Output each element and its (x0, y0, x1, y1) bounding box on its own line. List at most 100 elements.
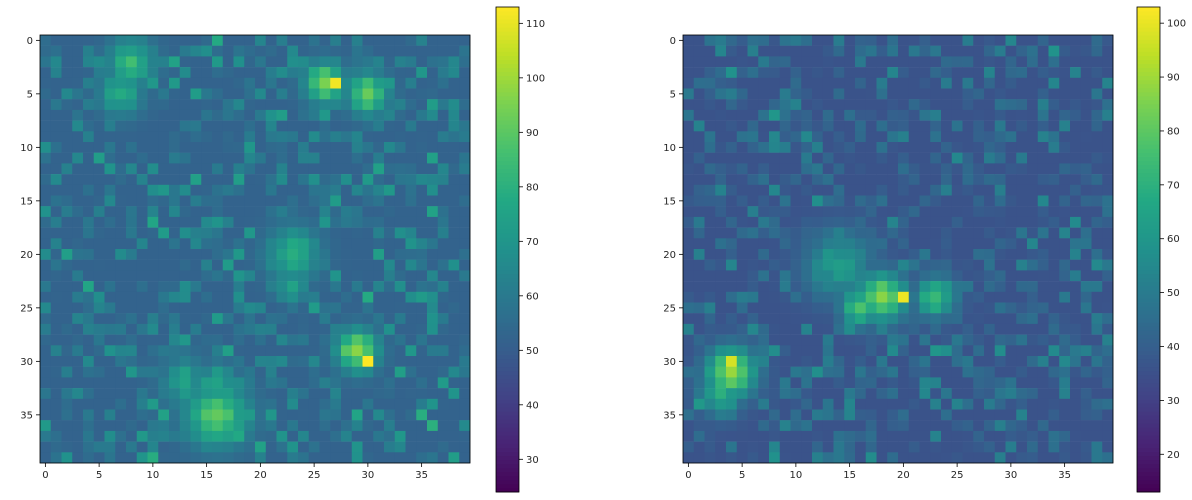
heatmap-cell (201, 430, 213, 442)
heatmap-cell (40, 430, 51, 442)
heatmap-cell (255, 77, 266, 89)
y-tick-label: 5 (670, 89, 676, 100)
heatmap-cell (951, 88, 963, 100)
heatmap-cell (61, 56, 73, 68)
heatmap-cell (147, 366, 159, 378)
colorbar-segment (496, 330, 519, 335)
heatmap-cell (876, 120, 888, 132)
heatmap-cell (962, 323, 974, 335)
heatmap-cell (255, 174, 266, 186)
heatmap-cell (330, 56, 342, 68)
heatmap-cell (855, 99, 866, 111)
heatmap-cell (962, 184, 974, 196)
heatmap-cell (715, 77, 727, 89)
heatmap-cell (1027, 420, 1038, 432)
heatmap-cell (72, 88, 84, 100)
heatmap-cell (233, 452, 245, 464)
heatmap-cell (126, 366, 137, 378)
heatmap-cell (190, 430, 202, 442)
heatmap-cell (919, 67, 931, 79)
heatmap-cell (683, 174, 694, 186)
heatmap-cell (844, 77, 856, 89)
colorbar-segment (496, 277, 519, 283)
heatmap-cell (72, 452, 84, 464)
heatmap-cell (179, 163, 191, 175)
heatmap-cell (308, 67, 320, 79)
heatmap-cell (779, 441, 791, 453)
heatmap-cell (437, 291, 449, 303)
heatmap-cell (822, 398, 834, 410)
heatmap-cell (1048, 452, 1060, 464)
heatmap-cell (822, 452, 834, 464)
heatmap-cell (222, 77, 234, 89)
heatmap-cell (984, 131, 995, 143)
colorbar-segment (496, 233, 519, 238)
heatmap-cell (362, 35, 374, 46)
heatmap-cell (930, 142, 942, 153)
colorbar-segment (496, 31, 519, 36)
heatmap-cell (898, 323, 909, 335)
heatmap-cell (459, 88, 471, 100)
heatmap-cell (61, 67, 73, 79)
heatmap-cell (351, 323, 363, 335)
heatmap-cell (973, 163, 985, 175)
heatmap-cell (1016, 270, 1028, 282)
heatmap-cell (769, 56, 780, 68)
heatmap-cell (704, 45, 716, 57)
y-tick-label: 25 (20, 303, 33, 314)
heatmap-cell (790, 216, 802, 228)
heatmap-cell (298, 206, 309, 218)
heatmap-cell (704, 441, 716, 453)
heatmap-cell (876, 441, 888, 453)
heatmap-cell (833, 409, 845, 421)
colorbar-tick-label: 50 (1167, 288, 1180, 299)
heatmap-cell (1059, 259, 1071, 271)
heatmap-cell (1059, 238, 1071, 250)
heatmap-cell (726, 142, 737, 153)
heatmap-cell (384, 142, 395, 153)
heatmap-cell (822, 163, 834, 175)
heatmap-cell (704, 216, 716, 228)
heatmap-cell (1048, 388, 1060, 400)
heatmap-cell (994, 120, 1006, 132)
heatmap-cell (212, 345, 223, 357)
heatmap-cell (736, 195, 748, 207)
heatmap-cell (341, 420, 352, 432)
heatmap-cell (83, 238, 94, 250)
heatmap-cell (1091, 259, 1103, 271)
heatmap-cell (812, 35, 823, 46)
heatmap-cell (233, 206, 245, 218)
heatmap-cell (844, 313, 856, 325)
heatmap-cell (704, 195, 716, 207)
colorbar-segment (1137, 35, 1160, 40)
heatmap-cell (855, 452, 866, 464)
colorbar-segment (1137, 382, 1160, 388)
colorbar-segment (496, 35, 519, 40)
heatmap-cell (1080, 184, 1092, 196)
heatmap-cell (1080, 356, 1092, 367)
heatmap-cell (758, 216, 770, 228)
heatmap-cell (984, 441, 995, 453)
heatmap-cell (973, 323, 985, 335)
heatmap-cell (72, 67, 84, 79)
heatmap-cell (1048, 184, 1060, 196)
heatmap-cell (941, 142, 952, 153)
colorbar-segment (496, 455, 519, 461)
heatmap-cell (1102, 334, 1114, 346)
heatmap-cell (865, 388, 877, 400)
heatmap-cell (951, 356, 963, 367)
heatmap-cell (726, 152, 737, 164)
heatmap-cell (373, 259, 385, 271)
heatmap-cell (887, 163, 899, 175)
colorbar-segment (496, 79, 519, 85)
heatmap-cell (341, 227, 352, 239)
heatmap-cell (384, 313, 395, 325)
heatmap-cell (212, 184, 223, 196)
heatmap-cell (147, 216, 159, 228)
heatmap-cell (222, 56, 234, 68)
heatmap-cell (190, 270, 202, 282)
heatmap-cell (287, 99, 299, 111)
heatmap-cell (908, 67, 920, 79)
colorbar-segment (496, 184, 519, 190)
colorbar-segment (496, 148, 519, 153)
